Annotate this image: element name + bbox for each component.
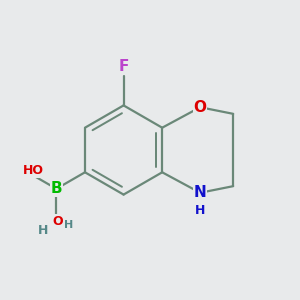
Text: O: O: [194, 100, 207, 115]
Text: N: N: [194, 185, 206, 200]
Text: H: H: [38, 224, 48, 237]
Text: O: O: [52, 215, 63, 228]
Text: B: B: [51, 181, 62, 196]
Text: H: H: [64, 220, 74, 230]
Text: H: H: [195, 204, 206, 218]
Text: F: F: [118, 59, 129, 74]
Text: HO: HO: [23, 164, 44, 177]
